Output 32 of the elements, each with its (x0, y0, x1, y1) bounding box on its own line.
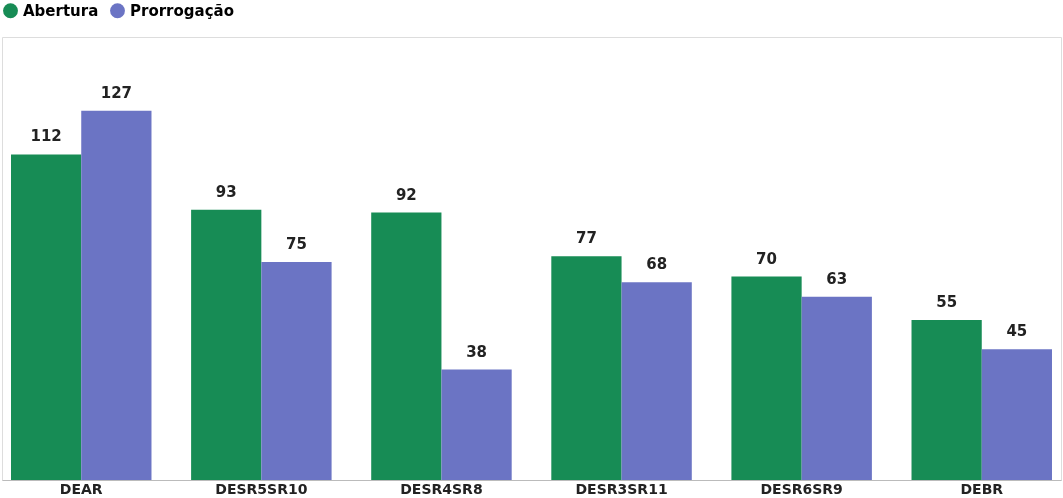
data-label: 70 (756, 249, 777, 268)
bar (11, 154, 82, 480)
bar (801, 296, 872, 480)
x-tick-label: DESR5SR10 (215, 480, 308, 497)
bar (371, 212, 442, 480)
bar (981, 349, 1052, 480)
x-tick-label: DEAR (59, 480, 103, 497)
data-label: 68 (646, 255, 668, 274)
legend-label: Abertura (23, 1, 99, 20)
bar (441, 369, 512, 480)
x-tick-label: DESR3SR11 (575, 480, 668, 497)
legend-label: Prorrogação (130, 1, 234, 20)
data-label: 92 (395, 185, 417, 204)
data-label: 45 (1006, 322, 1028, 341)
data-label: 63 (826, 269, 848, 288)
x-tick-label: DESR6SR9 (760, 480, 843, 497)
bar (621, 282, 692, 480)
bar (551, 256, 622, 480)
data-label: 55 (936, 293, 958, 312)
data-label: 75 (286, 234, 307, 253)
x-tick-label: DEBR (960, 480, 1004, 497)
data-label: 38 (466, 342, 488, 361)
bar (261, 261, 332, 480)
bar (731, 276, 802, 480)
data-label: 112 (30, 127, 62, 146)
bar (191, 209, 262, 480)
bar (911, 320, 982, 480)
data-label: 127 (100, 83, 133, 102)
data-label: 93 (215, 182, 237, 201)
x-tick-label: DESR4SR8 (400, 480, 483, 497)
bar (81, 110, 152, 480)
data-label: 77 (575, 229, 597, 248)
